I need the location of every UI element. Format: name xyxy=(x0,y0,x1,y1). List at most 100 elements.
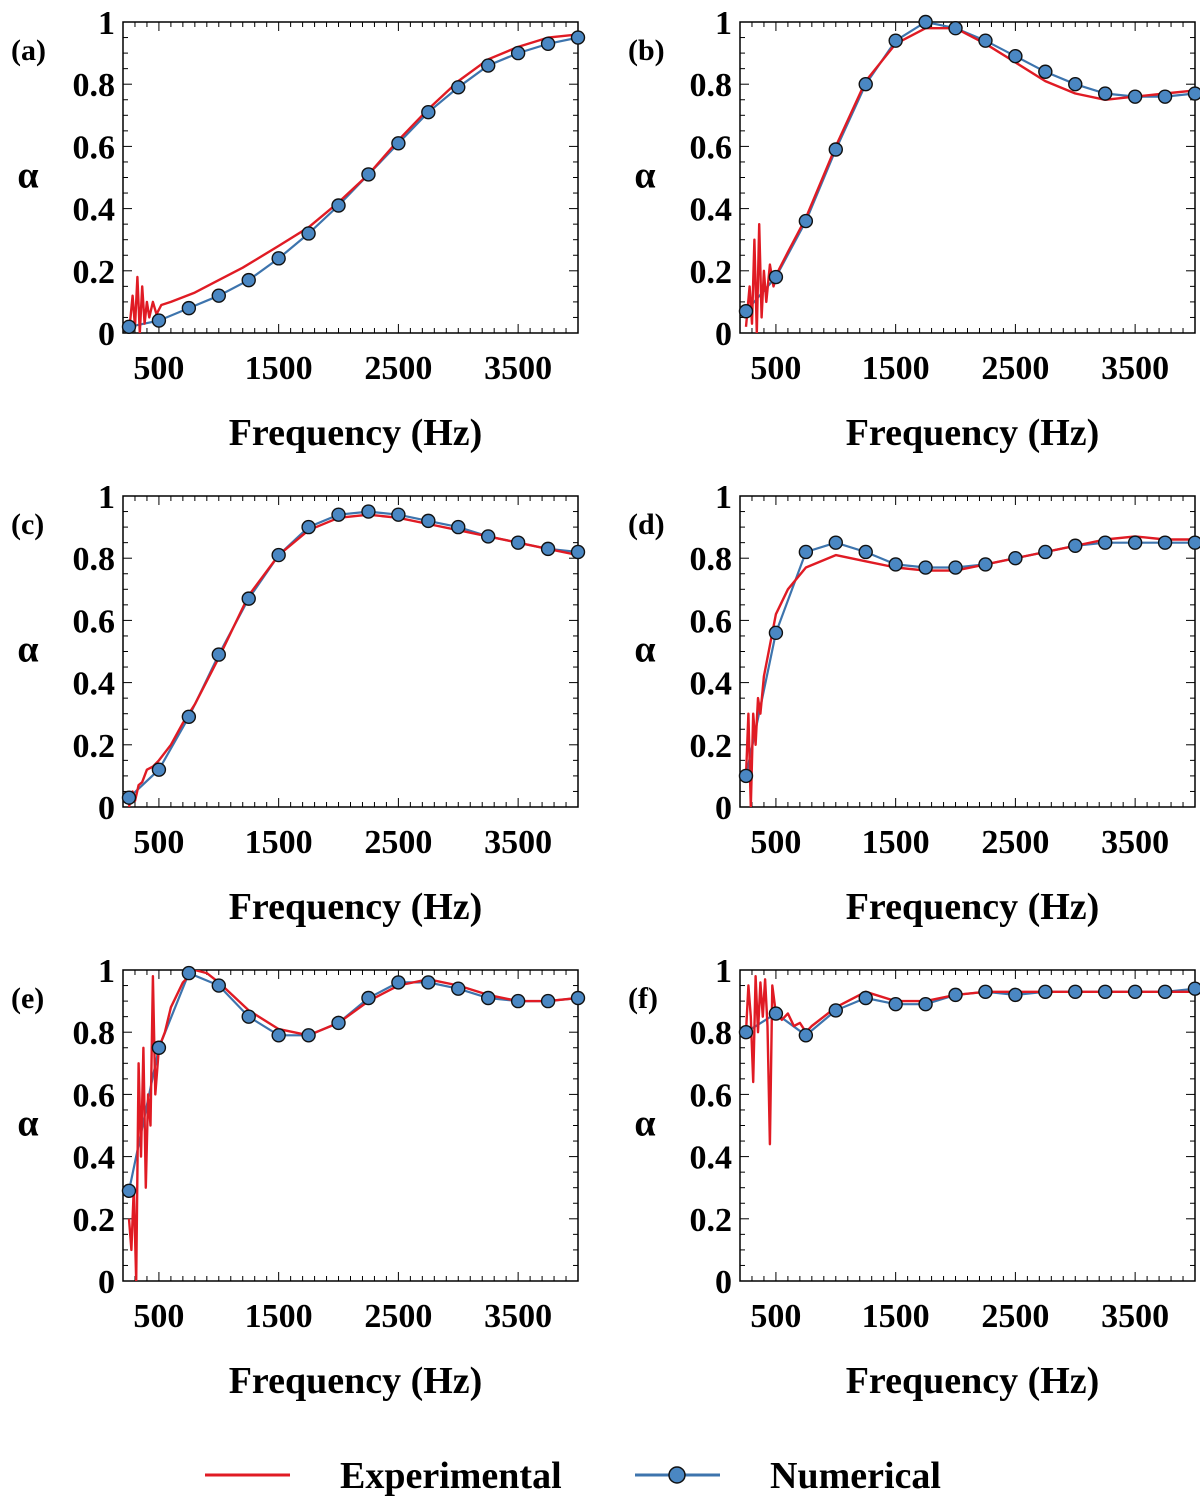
x-tick-label: 500 xyxy=(750,1298,801,1335)
data-point-numerical xyxy=(480,58,496,73)
x-axis-title: Frequency (Hz) xyxy=(229,1360,483,1402)
chart-panel: 500 1500 2500 3500 0 0.2 0.4 0.6 0.8 1 Frequency (… xyxy=(11,953,586,1402)
series-line-numerical xyxy=(128,36,578,328)
data-point-numerical xyxy=(421,513,436,529)
y-tick-label: 0.8 xyxy=(690,67,733,104)
data-point-numerical xyxy=(1127,984,1143,999)
legend-label-numerical: Numerical xyxy=(770,1455,941,1497)
y-tick-label: 1 xyxy=(715,953,732,990)
y-tick-label: 0.6 xyxy=(690,129,733,166)
data-point-numerical xyxy=(570,990,586,1006)
data-point-numerical xyxy=(211,647,226,662)
x-tick-label: 1500 xyxy=(245,824,313,861)
data-point-numerical xyxy=(948,987,963,1003)
data-point-numerical xyxy=(421,975,436,990)
series-line-experimental xyxy=(744,535,1195,807)
y-tick-label: 1 xyxy=(98,953,115,990)
plot-frame xyxy=(739,969,1196,1282)
data-point-numerical xyxy=(1038,544,1053,560)
data-point-numerical xyxy=(918,560,933,575)
data-point-numerical xyxy=(1097,535,1113,550)
data-point-numerical xyxy=(1157,535,1173,550)
data-point-numerical xyxy=(768,1006,784,1021)
data-point-numerical xyxy=(738,768,754,784)
y-tick-label: 0.4 xyxy=(73,192,116,229)
data-point-numerical xyxy=(918,14,933,30)
y-tick-label: 0.6 xyxy=(690,603,733,640)
x-tick-label: 1500 xyxy=(245,1298,313,1335)
x-tick-label: 2500 xyxy=(981,350,1049,387)
series-line-numerical xyxy=(127,971,578,1192)
data-point-numerical xyxy=(241,591,256,606)
y-tick-label: 0.2 xyxy=(690,1202,733,1239)
legend: Experimental Numerical xyxy=(205,1455,941,1497)
panel-label: (d) xyxy=(628,508,665,541)
data-point-numerical xyxy=(828,535,843,550)
series-line-experimental xyxy=(744,975,1195,1146)
series-line-numerical xyxy=(128,510,578,799)
panel-label: (c) xyxy=(11,508,44,541)
x-tick-label: 2500 xyxy=(981,824,1049,861)
series-line-experimental xyxy=(744,27,1195,333)
x-tick-label: 1500 xyxy=(862,824,930,861)
x-tick-label: 500 xyxy=(133,1298,184,1335)
y-tick-label: 0 xyxy=(98,1264,115,1301)
data-point-numerical xyxy=(271,251,286,266)
plot-frame xyxy=(122,21,579,334)
legend-label-experimental: Experimental xyxy=(340,1455,562,1497)
x-tick-label: 2500 xyxy=(364,350,432,387)
y-tick-label: 0.6 xyxy=(73,129,116,166)
data-point-numerical xyxy=(391,975,406,990)
x-tick-label: 3500 xyxy=(484,350,552,387)
y-axis-title: α xyxy=(17,155,38,197)
data-point-numerical xyxy=(451,80,466,95)
y-axis-title: α xyxy=(634,155,655,197)
chart-panel: 500 1500 2500 3500 0 0.2 0.4 0.6 0.8 1 Frequency (… xyxy=(628,5,1200,454)
data-point-numerical xyxy=(1097,86,1113,101)
data-point-numerical xyxy=(331,198,346,213)
y-tick-label: 0.2 xyxy=(690,254,733,291)
data-point-numerical xyxy=(540,993,556,1009)
y-tick-label: 0.4 xyxy=(73,666,116,703)
data-point-numerical xyxy=(1187,535,1200,550)
data-point-numerical xyxy=(1038,984,1053,999)
data-point-numerical xyxy=(858,990,873,1006)
data-point-numerical xyxy=(391,136,406,151)
x-axis-title: Frequency (Hz) xyxy=(846,1360,1100,1402)
panel-label: (a) xyxy=(11,34,46,67)
plot-frame xyxy=(122,969,579,1282)
panel-label: (f) xyxy=(628,982,658,1015)
x-tick-label: 2500 xyxy=(981,1298,1049,1335)
data-point-numerical xyxy=(828,142,843,157)
y-tick-label: 0 xyxy=(715,790,732,827)
data-point-numerical xyxy=(301,1028,316,1043)
data-point-numerical xyxy=(1127,535,1143,550)
chart-panel: 500 1500 2500 3500 0 0.2 0.4 0.6 0.8 1 Frequency (… xyxy=(628,953,1200,1402)
data-point-numerical xyxy=(181,965,197,981)
series-group xyxy=(744,535,1195,807)
data-point-numerical xyxy=(798,544,814,560)
data-point-numerical xyxy=(1157,984,1173,999)
data-point-numerical xyxy=(151,762,167,777)
data-point-numerical xyxy=(888,33,903,48)
data-point-numerical xyxy=(1068,538,1083,553)
x-tick-label: 500 xyxy=(750,350,801,387)
series-group xyxy=(127,33,578,333)
x-tick-label: 3500 xyxy=(1101,350,1169,387)
y-tick-label: 1 xyxy=(98,5,115,42)
data-point-numerical xyxy=(768,625,784,641)
x-tick-label: 500 xyxy=(133,350,184,387)
y-tick-label: 1 xyxy=(98,479,115,516)
data-point-numerical xyxy=(121,319,137,334)
data-point-numerical xyxy=(828,1003,843,1018)
data-point-numerical xyxy=(1157,89,1173,104)
data-point-numerical xyxy=(768,269,784,285)
y-tick-label: 0.4 xyxy=(690,1140,733,1177)
data-point-numerical xyxy=(510,993,526,1009)
data-point-numerical xyxy=(888,557,903,572)
data-point-numerical xyxy=(451,981,466,996)
y-axis-title: α xyxy=(634,629,655,671)
data-point-numerical xyxy=(271,1028,286,1043)
